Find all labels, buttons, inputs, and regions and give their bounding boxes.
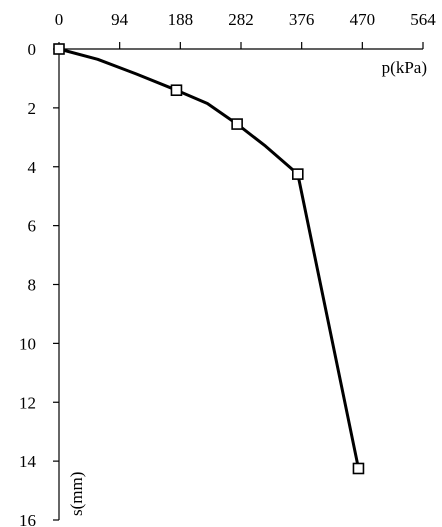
x-ticks: 0 94 188 282 376 470 564	[55, 10, 436, 49]
markers	[53, 43, 365, 475]
y-ticks: 0 2 4 6 8 10 12 14 16	[19, 40, 59, 527]
y-tick-label: 16	[19, 511, 36, 527]
x-tick-label: 470	[350, 10, 376, 29]
y-tick-label: 8	[28, 276, 37, 295]
y-tick-label: 10	[19, 334, 36, 353]
data-point-marker	[291, 168, 304, 180]
y-tick-label: 0	[28, 40, 37, 59]
y-axis-label: s(mm)	[67, 472, 86, 516]
x-tick-label: 188	[168, 10, 194, 29]
data-point-marker	[53, 43, 65, 55]
series-group	[53, 43, 365, 475]
y-tick-label: 14	[19, 452, 37, 471]
series-line	[57, 47, 360, 470]
x-tick-label: 376	[289, 10, 315, 29]
data-point-marker	[170, 84, 183, 97]
x-tick-label: 282	[228, 10, 254, 29]
x-tick-label: 0	[55, 10, 64, 29]
y-tick-label: 2	[28, 99, 37, 118]
y-tick-label: 12	[19, 393, 36, 412]
y-tick-label: 4	[28, 158, 37, 177]
data-point-marker	[231, 118, 243, 130]
data-point-marker	[352, 462, 365, 475]
x-tick-label: 94	[111, 10, 129, 29]
x-tick-label: 564	[410, 10, 436, 29]
y-tick-label: 6	[28, 217, 37, 236]
x-axis-label: p(kPa)	[382, 58, 427, 77]
